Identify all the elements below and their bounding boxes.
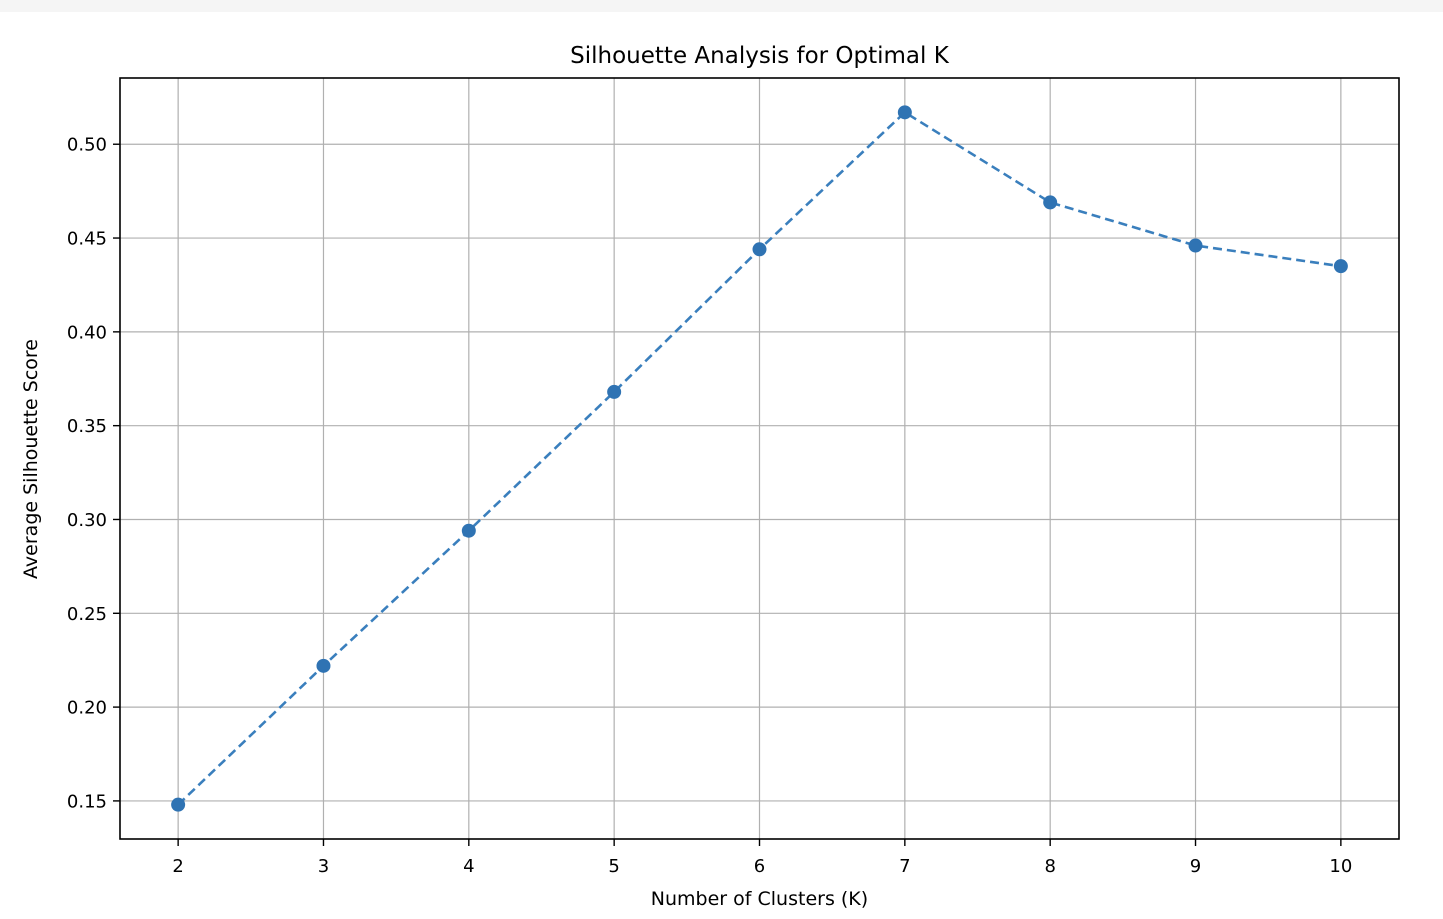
data-point xyxy=(897,105,912,120)
y-tick-label: 0.25 xyxy=(67,604,107,625)
tick-layer: 2 3 4 5 6 7 8 9 10 0.15 0.20 0.25 0.30 0.35 0.40 0.45 0.… xyxy=(67,135,1352,877)
y-tick-label: 0.30 xyxy=(67,510,107,531)
data-point xyxy=(461,523,476,538)
x-tick-label: 8 xyxy=(1044,856,1055,877)
x-tick-label: 3 xyxy=(318,856,329,877)
x-tick-label: 9 xyxy=(1190,856,1201,877)
chart-title: Silhouette Analysis for Optimal K xyxy=(570,43,950,69)
y-axis-label: Average Silhouette Score xyxy=(20,339,42,579)
y-tick-label: 0.15 xyxy=(67,791,107,812)
x-tick-label: 10 xyxy=(1329,856,1352,877)
x-tick-label: 4 xyxy=(463,856,474,877)
top-strip xyxy=(0,0,1443,12)
y-tick-label: 0.35 xyxy=(67,416,107,437)
x-tick-label: 7 xyxy=(899,856,910,877)
grid-lines xyxy=(120,78,1399,839)
data-point xyxy=(1043,195,1058,210)
data-point xyxy=(1188,238,1203,253)
x-tick-label: 6 xyxy=(754,856,765,877)
y-tick-label: 0.50 xyxy=(67,135,107,156)
series-layer xyxy=(171,105,1348,812)
data-point xyxy=(1333,259,1348,274)
x-axis-label: Number of Clusters (K) xyxy=(651,888,868,910)
data-point xyxy=(752,242,767,257)
y-tick-label: 0.45 xyxy=(67,229,107,250)
x-tick-label: 5 xyxy=(608,856,619,877)
x-tick-label: 2 xyxy=(172,856,183,877)
data-point xyxy=(607,384,622,399)
data-point xyxy=(171,797,186,812)
y-tick-label: 0.20 xyxy=(67,698,107,719)
data-point xyxy=(316,658,331,673)
y-tick-label: 0.40 xyxy=(67,322,107,343)
